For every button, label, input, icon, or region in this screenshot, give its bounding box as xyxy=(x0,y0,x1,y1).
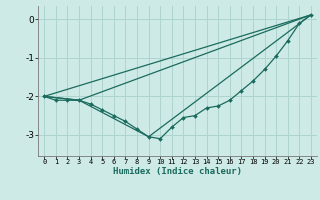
X-axis label: Humidex (Indice chaleur): Humidex (Indice chaleur) xyxy=(113,167,242,176)
